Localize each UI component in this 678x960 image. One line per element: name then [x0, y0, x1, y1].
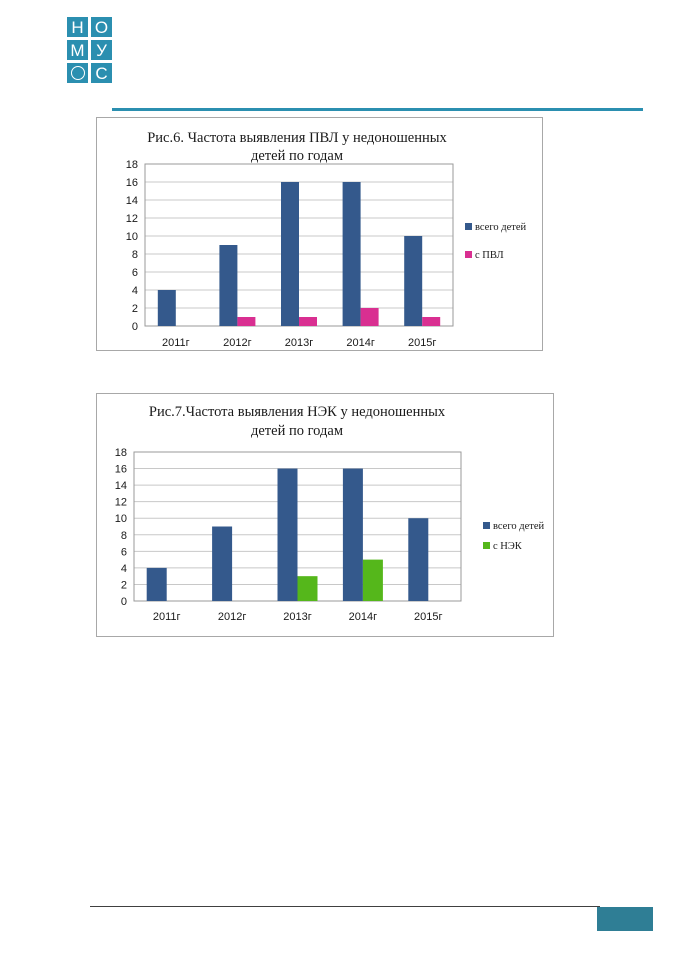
chart-pvl-svg: Рис.6. Частота выявления ПВЛ у недоношен…	[126, 130, 527, 349]
bar-total-2015г	[408, 518, 429, 601]
y-tick-label: 16	[115, 464, 127, 476]
y-tick-label: 8	[121, 530, 127, 542]
bar-subset-2014г	[362, 559, 383, 601]
y-tick-label: 12	[126, 213, 138, 225]
x-tick-label: 2013г	[285, 337, 313, 349]
x-tick-label: 2012г	[223, 337, 251, 349]
chart-title-line-1: Рис.7.Частота выявления НЭК у недоношенн…	[149, 404, 446, 420]
legend-label: с ПВЛ	[475, 250, 504, 261]
chart-title-line-2: детей по годам	[251, 148, 343, 164]
nomus-logo: Н О М У С	[67, 17, 112, 103]
x-tick-label: 2015г	[408, 337, 436, 349]
y-tick-label: 4	[132, 285, 138, 297]
y-tick-label: 6	[132, 267, 138, 279]
chart-nek: Рис.7.Частота выявления НЭК у недоношенн…	[96, 393, 554, 637]
bar-total-2011г	[157, 290, 176, 326]
footer-page-block	[597, 907, 653, 931]
x-tick-label: 2011г	[162, 337, 190, 349]
legend-label: с НЭК	[493, 541, 523, 552]
bar-total-2013г	[281, 182, 299, 326]
chart-title-line-1: Рис.6. Частота выявления ПВЛ у недоношен…	[147, 130, 447, 146]
y-tick-label: 14	[126, 195, 138, 207]
legend-swatch	[483, 542, 490, 549]
logo-letter-s: С	[91, 63, 112, 83]
y-tick-label: 14	[115, 480, 127, 492]
logo-letter-o: О	[91, 17, 112, 37]
footer-rule	[90, 906, 600, 907]
y-tick-label: 8	[132, 249, 138, 261]
bar-total-2014г	[342, 182, 361, 326]
y-tick-label: 10	[126, 231, 138, 243]
bar-total-2013г	[277, 468, 298, 601]
chart-title-line-2: детей по годам	[251, 423, 343, 439]
x-tick-label: 2013г	[283, 611, 311, 623]
bar-total-2014г	[342, 468, 363, 601]
y-tick-label: 0	[132, 321, 138, 333]
header-rule	[112, 108, 643, 111]
bar-total-2011г	[146, 567, 167, 601]
y-tick-label: 18	[115, 447, 127, 459]
legend-swatch	[465, 223, 472, 230]
bar-subset-2015г	[422, 317, 441, 326]
legend-swatch	[465, 251, 472, 258]
x-tick-label: 2015г	[414, 611, 442, 623]
chart-pvl: Рис.6. Частота выявления ПВЛ у недоношен…	[96, 117, 543, 351]
bar-subset-2014г	[360, 308, 379, 326]
bar-subset-2013г	[299, 317, 317, 326]
y-tick-label: 12	[115, 497, 127, 509]
bar-total-2012г	[212, 526, 233, 601]
bar-subset-2012г	[237, 317, 256, 326]
y-tick-label: 0	[121, 596, 127, 608]
bar-subset-2013г	[297, 576, 318, 601]
y-tick-label: 10	[115, 513, 127, 525]
bar-total-2012г	[219, 245, 238, 326]
bar-total-2015г	[404, 236, 423, 326]
y-tick-label: 4	[121, 563, 127, 575]
logo-emblem-icon	[67, 63, 88, 83]
y-tick-label: 6	[121, 546, 127, 558]
y-tick-label: 2	[121, 579, 127, 591]
x-tick-label: 2014г	[346, 337, 374, 349]
y-tick-label: 18	[126, 159, 138, 171]
logo-letter-n: Н	[67, 17, 88, 37]
logo-letter-u: У	[91, 40, 112, 60]
legend-swatch	[483, 522, 490, 529]
legend-label: всего детей	[493, 521, 545, 532]
x-tick-label: 2011г	[153, 611, 181, 623]
x-tick-label: 2012г	[218, 611, 246, 623]
y-tick-label: 16	[126, 177, 138, 189]
chart-nek-svg: Рис.7.Частота выявления НЭК у недоношенн…	[115, 404, 545, 623]
logo-letter-m: М	[67, 40, 88, 60]
x-tick-label: 2014г	[349, 611, 377, 623]
y-tick-label: 2	[132, 303, 138, 315]
legend-label: всего детей	[475, 222, 527, 233]
